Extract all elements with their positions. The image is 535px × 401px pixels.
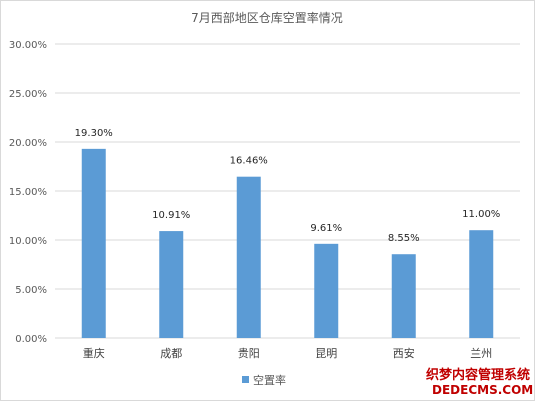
bars bbox=[81, 148, 494, 338]
y-tick-label: 25.00% bbox=[9, 89, 47, 100]
x-tick-label: 贵阳 bbox=[238, 347, 260, 360]
data-label: 11.00% bbox=[462, 209, 500, 220]
bar bbox=[236, 176, 261, 338]
y-axis: 0.00% 5.00% 10.00% 15.00% 20.00% 25.00% 30.00% bbox=[9, 40, 47, 345]
bar bbox=[81, 148, 106, 338]
legend-label: 空置率 bbox=[253, 373, 286, 387]
bar bbox=[159, 231, 184, 338]
legend: 空置率 bbox=[242, 373, 286, 387]
y-tick-label: 20.00% bbox=[9, 138, 47, 149]
y-tick-label: 10.00% bbox=[9, 236, 47, 247]
bar bbox=[391, 254, 416, 338]
data-labels: 19.30% 10.91% 16.46% 9.61% 8.55% 11.00% bbox=[75, 128, 501, 244]
chart-title: 7月西部地区仓库空置率情况 bbox=[191, 10, 343, 25]
data-label: 8.55% bbox=[388, 233, 420, 244]
y-tick-label: 5.00% bbox=[15, 285, 47, 296]
x-axis: 重庆 成都 贵阳 昆明 西安 兰州 bbox=[83, 346, 493, 360]
watermark: 织梦内容管理系统 DEDECMS.COM bbox=[426, 367, 533, 397]
watermark-line2: DEDECMS.COM bbox=[432, 383, 533, 397]
legend-swatch bbox=[242, 376, 249, 383]
data-label: 10.91% bbox=[152, 210, 190, 221]
watermark-line1: 织梦内容管理系统 bbox=[426, 367, 530, 383]
bar bbox=[469, 230, 494, 338]
data-label: 16.46% bbox=[230, 156, 268, 167]
gridlines bbox=[55, 43, 520, 339]
y-tick-label: 15.00% bbox=[9, 187, 47, 198]
x-tick-label: 成都 bbox=[160, 347, 182, 360]
x-tick-label: 兰州 bbox=[470, 347, 492, 360]
y-tick-label: 0.00% bbox=[15, 334, 47, 345]
data-label: 9.61% bbox=[310, 223, 342, 234]
bar bbox=[314, 243, 339, 338]
x-tick-label: 西安 bbox=[393, 346, 415, 360]
y-tick-label: 30.00% bbox=[9, 40, 47, 51]
x-tick-label: 昆明 bbox=[315, 347, 337, 360]
data-label: 19.30% bbox=[75, 128, 113, 139]
x-tick-label: 重庆 bbox=[83, 346, 105, 360]
